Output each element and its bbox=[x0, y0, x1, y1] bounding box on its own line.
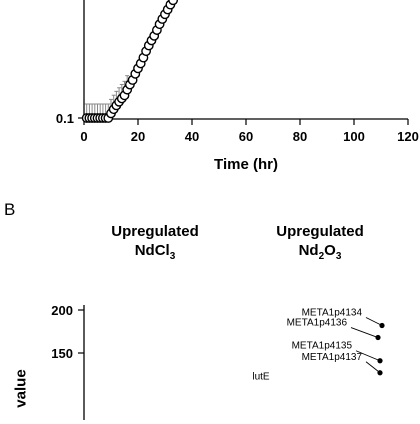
x-tick-label: 80 bbox=[293, 129, 307, 144]
header-nd2o3-formula: Nd2O3 bbox=[298, 242, 342, 262]
b-leader-line bbox=[365, 317, 383, 326]
b-data-point bbox=[377, 370, 383, 376]
b-data-point bbox=[375, 334, 381, 341]
header-nd2o3: Upregulated Nd2O3 bbox=[260, 222, 380, 266]
b-point-label: META1p4136 bbox=[287, 318, 348, 329]
b-data-point bbox=[379, 322, 385, 329]
b-y-ticks: 200 150 bbox=[51, 303, 84, 361]
header-nd2o3-pre: Upregulated bbox=[276, 223, 364, 240]
x-tick-label: 60 bbox=[239, 129, 253, 144]
b-leader-line bbox=[355, 350, 381, 362]
x-tick-label: 40 bbox=[185, 129, 199, 144]
b-point-label: META1p4135 bbox=[292, 341, 353, 352]
x-ticks: 0 20 40 60 80 100 120 bbox=[80, 119, 419, 144]
header-ndcl: Upregulated NdCl3 bbox=[100, 222, 210, 266]
header-ndcl-pre: Upregulated bbox=[111, 223, 199, 240]
x-axis-title: Time (hr) bbox=[214, 156, 278, 173]
data-points bbox=[81, 0, 178, 123]
x-tick-label: 120 bbox=[397, 129, 419, 144]
x-tick-label: 100 bbox=[343, 129, 365, 144]
growth-curve-panel: 0 20 40 60 80 100 120 0.1 Time (hr) bbox=[56, 0, 419, 173]
b-data-point bbox=[377, 358, 383, 364]
b-leader-line bbox=[365, 361, 381, 374]
b-leader-line bbox=[350, 327, 379, 338]
b-point-label: lutE bbox=[252, 371, 270, 382]
x-tick-label: 0 bbox=[80, 129, 87, 144]
b-y-axis-title: value bbox=[12, 369, 30, 408]
panel-letter-b: B bbox=[4, 200, 16, 219]
header-ndcl-formula: NdCl3 bbox=[134, 242, 176, 262]
y-tick-label: 0.1 bbox=[56, 111, 74, 126]
x-tick-label: 20 bbox=[131, 129, 145, 144]
data-point bbox=[168, 0, 178, 6]
b-y-tick-label: 150 bbox=[51, 346, 73, 361]
b-point-label: META1p4134 bbox=[302, 307, 363, 318]
b-point-label: META1p4137 bbox=[302, 352, 363, 363]
b-y-tick-label: 200 bbox=[51, 303, 73, 318]
